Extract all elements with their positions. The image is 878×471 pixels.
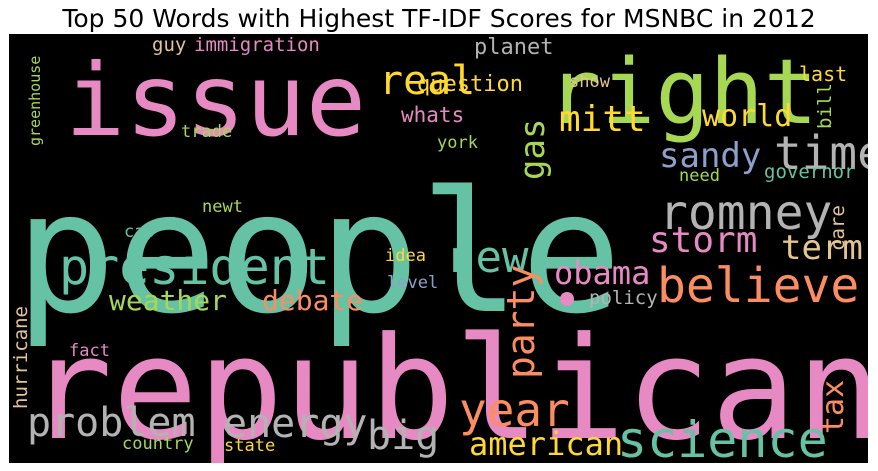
- word-new: new: [449, 232, 529, 283]
- word-tax: tax: [816, 380, 851, 434]
- word-guy: guy: [152, 34, 186, 56]
- word-policy: policy: [589, 287, 658, 309]
- word-romney: romney: [659, 185, 832, 241]
- word-country: country: [122, 434, 194, 454]
- word-need: need: [679, 166, 720, 186]
- word-science: science: [617, 411, 828, 463]
- word-care: care: [827, 205, 849, 251]
- word-trade: trade: [181, 122, 232, 142]
- word-cloud: people republican issue right president romne…: [9, 34, 868, 463]
- chart-title: Top 50 Words with Highest TF-IDF Scores …: [62, 4, 816, 33]
- word-obama: obama: [554, 254, 650, 292]
- word-idea: idea: [385, 246, 426, 266]
- word-last: last: [799, 62, 847, 86]
- word-fact: fact: [69, 341, 110, 361]
- word-gas: gas: [513, 119, 553, 180]
- word-mitt: mitt: [559, 99, 646, 140]
- word-immigration: immigration: [194, 34, 320, 56]
- word-whats: whats: [401, 103, 464, 127]
- word-newt: newt: [202, 197, 243, 217]
- word-hurricane: hurricane: [10, 306, 32, 409]
- word-real: real: [379, 58, 475, 104]
- word-cap: cap: [124, 222, 155, 242]
- word-right: right: [547, 40, 818, 145]
- word-show: show: [569, 72, 611, 92]
- word-sandy: sandy: [659, 136, 761, 176]
- word-time: time: [774, 126, 868, 180]
- word-believe: believe: [657, 258, 859, 314]
- word-storm: storm: [649, 220, 757, 261]
- word-state: state: [224, 436, 275, 456]
- word-people: people: [15, 155, 622, 351]
- word-big: big: [367, 413, 439, 459]
- word-bill: bill: [814, 83, 836, 129]
- dot-mark: [560, 292, 574, 306]
- word-debate: debate: [262, 284, 363, 317]
- word-weather: weather: [109, 284, 227, 317]
- word-energy: energy: [223, 401, 368, 447]
- word-issue: issue: [65, 42, 366, 159]
- word-party: party: [499, 265, 543, 379]
- word-question: question: [417, 72, 523, 97]
- word-planet: planet: [474, 35, 553, 60]
- word-greenhouse: greenhouse: [26, 56, 44, 146]
- word-governor: governor: [764, 161, 856, 183]
- word-president: president: [59, 238, 330, 296]
- word-american: american: [469, 425, 623, 463]
- word-year: year: [459, 383, 570, 437]
- word-republican: republican: [27, 307, 868, 463]
- word-problem: problem: [27, 400, 196, 446]
- word-level: level: [387, 273, 438, 293]
- word-term: term: [781, 228, 863, 268]
- word-world: world: [702, 99, 792, 134]
- word-york: york: [437, 133, 478, 153]
